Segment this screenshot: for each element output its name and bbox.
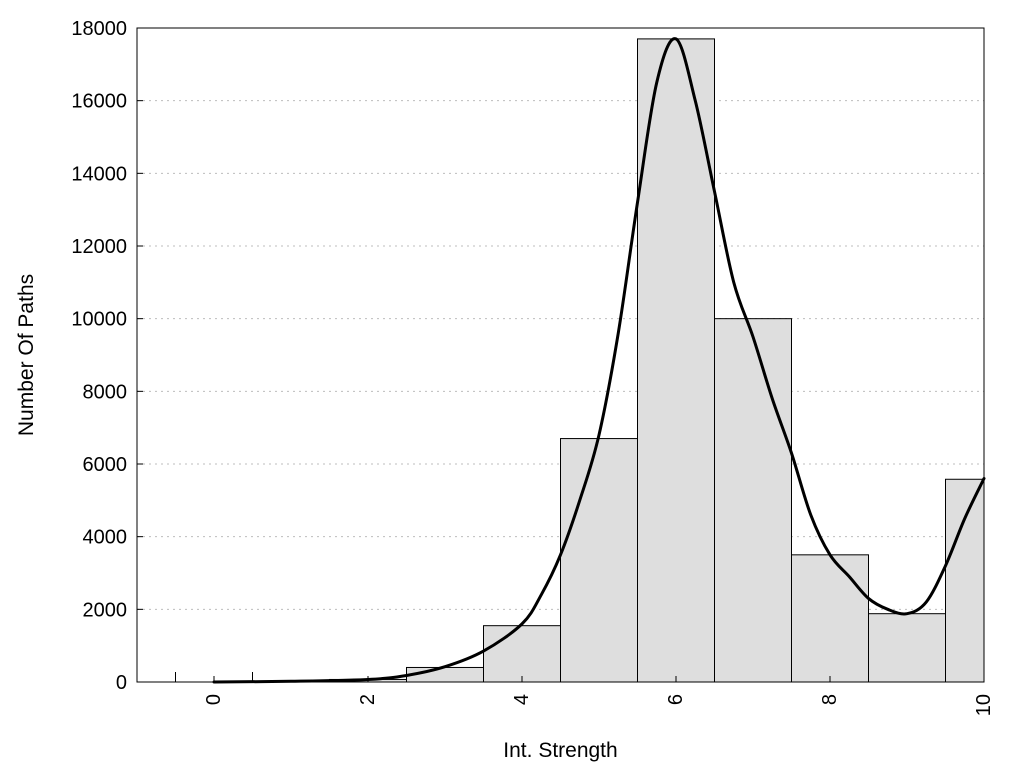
histogram-bar (714, 318, 792, 683)
histogram-bar (945, 478, 985, 683)
histogram-bar (868, 613, 946, 683)
x-axis-ticks: 0 2 4 6 8 10 (203, 676, 995, 716)
y-tick-label: 2000 (83, 599, 128, 621)
y-tick-label: 12000 (71, 236, 127, 258)
plot-frame (136, 27, 985, 683)
y-tick-label: 0 (116, 672, 127, 694)
x-tick-label: 0 (203, 694, 225, 705)
y-axis-ticks: 0 2000 4000 6000 8000 10000 12000 14000 16000 180… (71, 18, 143, 694)
histogram-bars (175, 38, 985, 683)
y-tick-label: 8000 (83, 381, 128, 403)
y-tick-label: 14000 (71, 163, 127, 185)
histogram-bar (560, 438, 638, 683)
x-tick-label: 10 (973, 694, 995, 716)
x-axis-label: Int. Strength (503, 739, 617, 762)
x-tick-label: 6 (665, 694, 687, 705)
fit-curve (212, 37, 986, 684)
y-tick-label: 6000 (83, 454, 128, 476)
y-tick-label: 10000 (71, 309, 127, 331)
x-tick-label: 4 (511, 694, 533, 705)
y-axis-label: Number Of Paths (15, 274, 38, 436)
y-tick-label: 18000 (71, 18, 127, 40)
histogram-bar (791, 554, 869, 683)
fit-curve-layer (212, 37, 986, 684)
x-tick-label: 8 (819, 694, 841, 705)
y-tick-label: 16000 (71, 91, 127, 113)
x-tick-label: 2 (357, 694, 379, 705)
histogram-bar (483, 625, 561, 683)
y-tick-label: 4000 (83, 527, 128, 549)
